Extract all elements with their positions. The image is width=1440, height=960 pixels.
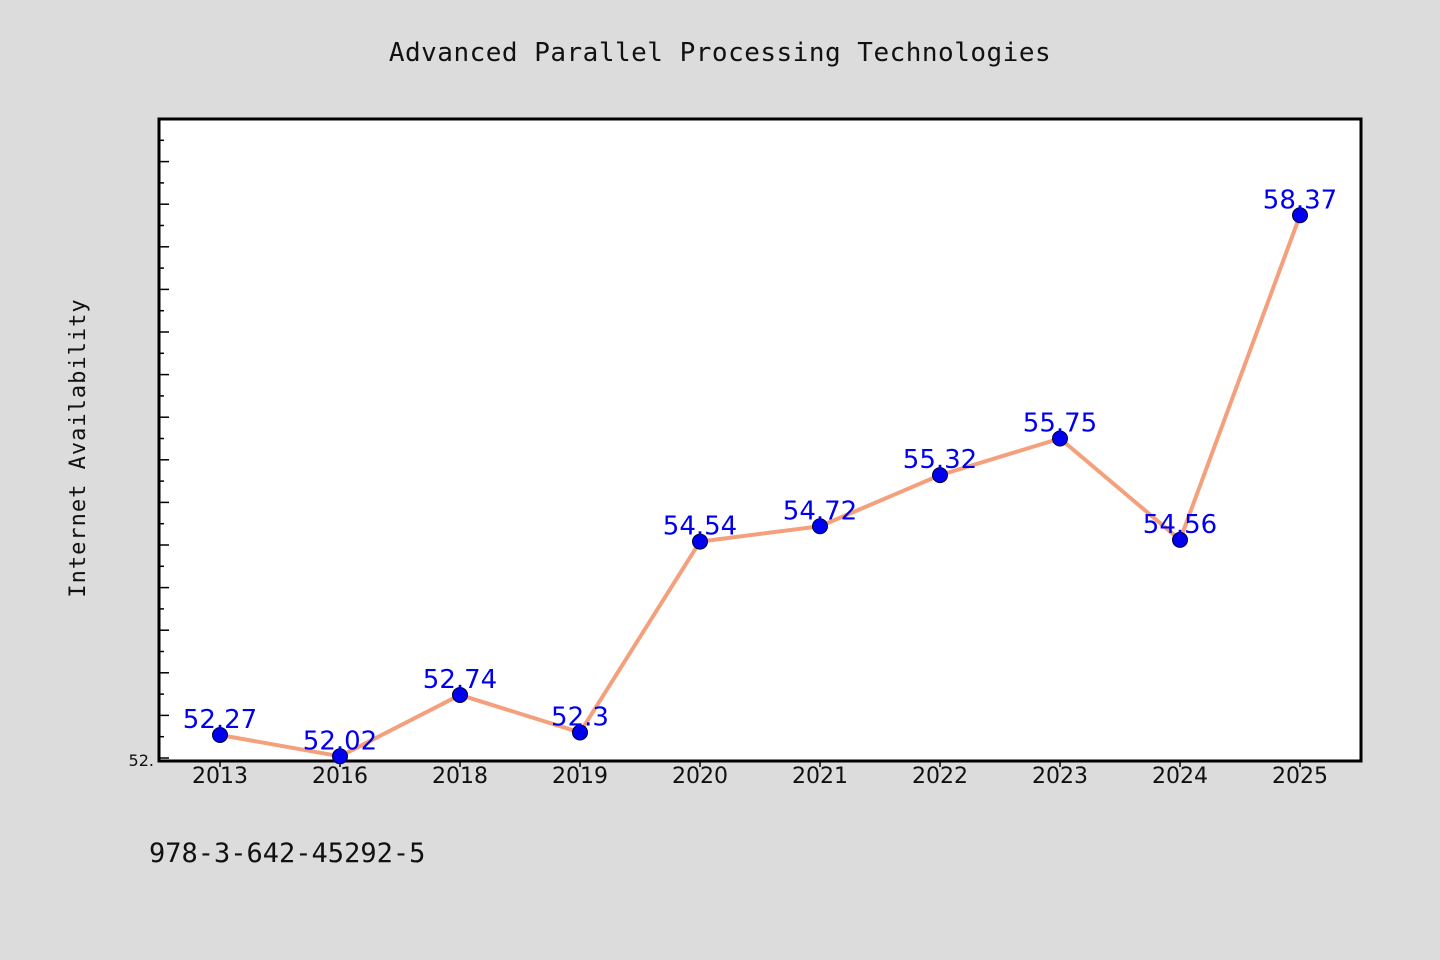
chart-title: Advanced Parallel Processing Technologie… bbox=[389, 38, 1051, 68]
x-tick-label: 2021 bbox=[792, 764, 848, 789]
data-label: 58.37 bbox=[1263, 185, 1337, 215]
data-labels: 52.27 52.02 52.74 52.3 54.54 54.72 55.32 55.75 5… bbox=[183, 185, 1337, 756]
plot-area bbox=[157, 117, 1363, 763]
x-tick-label: 2024 bbox=[1152, 764, 1208, 789]
data-label: 54.54 bbox=[663, 512, 737, 542]
data-label: 55.32 bbox=[903, 445, 977, 475]
data-point bbox=[332, 748, 348, 765]
data-point bbox=[812, 518, 828, 535]
data-point bbox=[932, 467, 948, 484]
y-tick-label: 52. bbox=[129, 751, 154, 770]
footer-isbn: 978-3-642-45292-5 bbox=[149, 838, 425, 869]
data-label: 54.72 bbox=[783, 496, 857, 526]
data-point bbox=[1172, 531, 1188, 548]
data-label: 54.56 bbox=[1143, 510, 1217, 540]
x-tick-label: 2016 bbox=[312, 764, 368, 789]
data-point bbox=[572, 724, 588, 741]
x-axis-tick-labels: 2013 2016 2018 2019 2020 2021 2022 2023 2024 2025 bbox=[192, 764, 1328, 789]
data-point bbox=[692, 533, 708, 550]
data-point bbox=[212, 726, 228, 743]
y-axis-label: Internet Availability bbox=[66, 298, 91, 597]
x-tick-label: 2019 bbox=[552, 764, 608, 789]
series-line bbox=[219, 214, 1302, 759]
data-label: 52.27 bbox=[183, 705, 257, 735]
x-tick-label: 2022 bbox=[912, 764, 968, 789]
x-tick-label: 2023 bbox=[1032, 764, 1088, 789]
data-label: 52.02 bbox=[303, 726, 377, 756]
data-label: 52.74 bbox=[423, 665, 497, 695]
data-point bbox=[452, 686, 468, 703]
data-point bbox=[1292, 207, 1308, 224]
x-tick-label: 2020 bbox=[672, 764, 728, 789]
data-point bbox=[1052, 430, 1068, 447]
x-tick-label: 2018 bbox=[432, 764, 488, 789]
data-label: 52.3 bbox=[551, 702, 609, 732]
series-markers bbox=[212, 207, 1308, 765]
x-tick-label: 2025 bbox=[1272, 764, 1328, 789]
x-tick-label: 2013 bbox=[192, 764, 248, 789]
data-label: 55.75 bbox=[1023, 409, 1097, 439]
x-axis-ticks bbox=[219, 761, 1301, 767]
y-axis-ticks bbox=[159, 139, 169, 759]
